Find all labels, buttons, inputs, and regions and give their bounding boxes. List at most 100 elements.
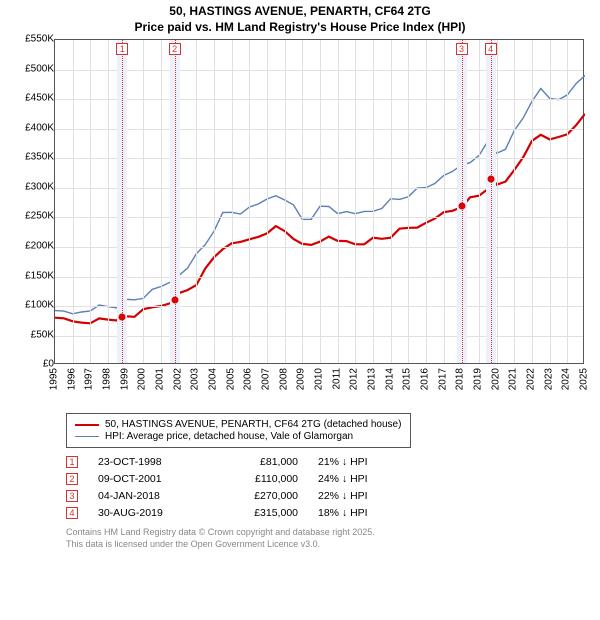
sales-row: 2 09-OCT-2001 £110,000 24% ↓ HPI xyxy=(66,473,590,485)
x-tick-label: 2014 xyxy=(384,368,395,390)
sale-diff: 22% ↓ HPI xyxy=(318,490,398,502)
sale-price: £110,000 xyxy=(223,473,298,485)
sale-dot xyxy=(171,297,178,304)
sale-marker-line xyxy=(491,40,492,363)
sale-price: £315,000 xyxy=(223,507,298,519)
x-tick-label: 2015 xyxy=(402,368,413,390)
sale-index-badge: 4 xyxy=(66,507,78,519)
y-tick-label: £450K xyxy=(25,93,54,104)
sale-badge: 4 xyxy=(485,43,497,55)
y-tick-label: £200K xyxy=(25,241,54,252)
y-tick-label: £300K xyxy=(25,181,54,192)
x-tick-label: 2020 xyxy=(490,368,501,390)
chart: £0£50K£100K£150K£200K£250K£300K£350K£400… xyxy=(10,39,590,409)
grid-line-v xyxy=(285,40,286,363)
x-tick-label: 2016 xyxy=(420,368,431,390)
grid-line-v xyxy=(196,40,197,363)
sales-row: 430-AUG-2019£315,00018% ↓ HPI xyxy=(66,507,590,519)
grid-line-v xyxy=(532,40,533,363)
grid-line-h xyxy=(55,129,583,130)
grid-line-v xyxy=(338,40,339,363)
sale-diff: 24% ↓ HPI xyxy=(318,473,398,485)
x-tick-label: 2008 xyxy=(278,368,289,390)
sale-marker-line xyxy=(175,40,176,363)
x-tick-label: 2025 xyxy=(579,368,590,390)
y-tick-label: £350K xyxy=(25,152,54,163)
x-tick-label: 2018 xyxy=(455,368,466,390)
sale-price: £270,000 xyxy=(223,490,298,502)
sale-diff: 18% ↓ HPI xyxy=(318,507,398,519)
grid-line-v xyxy=(497,40,498,363)
x-tick-label: 2003 xyxy=(190,368,201,390)
legend-label: 50, HASTINGS AVENUE, PENARTH, CF64 2TG (… xyxy=(105,419,401,430)
grid-line-v xyxy=(391,40,392,363)
grid-line-v xyxy=(143,40,144,363)
sale-price: £81,000 xyxy=(223,456,298,468)
sale-badge: 1 xyxy=(116,43,128,55)
grid-line-v xyxy=(302,40,303,363)
x-tick-label: 2002 xyxy=(172,368,183,390)
sale-date: 23-OCT-1998 xyxy=(98,456,203,468)
y-tick-label: £150K xyxy=(25,270,54,281)
sale-date: 04-JAN-2018 xyxy=(98,490,203,502)
grid-line-h xyxy=(55,277,583,278)
x-tick-label: 2023 xyxy=(543,368,554,390)
grid-line-h xyxy=(55,188,583,189)
grid-line-v xyxy=(514,40,515,363)
sales-table: 123-OCT-1998£81,00021% ↓ HPI209-OCT-2001… xyxy=(66,456,590,519)
y-tick-label: £50K xyxy=(31,329,54,340)
grid-line-v xyxy=(249,40,250,363)
x-tick-label: 2005 xyxy=(225,368,236,390)
footer-text: Contains HM Land Registry data © Crown c… xyxy=(66,527,590,550)
sale-index-badge: 3 xyxy=(66,490,78,502)
sale-index-badge: 2 xyxy=(66,473,78,485)
sale-diff: 21% ↓ HPI xyxy=(318,456,398,468)
x-axis: 1995199619971998199920002001200220032004… xyxy=(54,364,584,409)
x-tick-label: 1997 xyxy=(84,368,95,390)
grid-line-v xyxy=(161,40,162,363)
grid-line-v xyxy=(267,40,268,363)
grid-line-v xyxy=(320,40,321,363)
grid-line-v xyxy=(444,40,445,363)
legend-row: 50, HASTINGS AVENUE, PENARTH, CF64 2TG (… xyxy=(75,419,402,430)
grid-line-h xyxy=(55,217,583,218)
x-tick-label: 2001 xyxy=(155,368,166,390)
grid-line-h xyxy=(55,306,583,307)
title-line-1: 50, HASTINGS AVENUE, PENARTH, CF64 2TG xyxy=(10,4,590,20)
x-tick-label: 2024 xyxy=(561,368,572,390)
grid-line-v xyxy=(373,40,374,363)
y-tick-label: £250K xyxy=(25,211,54,222)
sale-dot xyxy=(119,314,126,321)
x-tick-label: 2007 xyxy=(261,368,272,390)
y-tick-label: £500K xyxy=(25,63,54,74)
x-tick-label: 1996 xyxy=(66,368,77,390)
legend-swatch xyxy=(75,436,99,437)
grid-line-v xyxy=(550,40,551,363)
x-tick-label: 1998 xyxy=(102,368,113,390)
x-tick-label: 2017 xyxy=(437,368,448,390)
x-tick-label: 2021 xyxy=(508,368,519,390)
grid-line-v xyxy=(355,40,356,363)
grid-line-h xyxy=(55,70,583,71)
x-tick-label: 2013 xyxy=(367,368,378,390)
grid-line-v xyxy=(214,40,215,363)
title-line-2: Price paid vs. HM Land Registry's House … xyxy=(10,20,590,36)
sale-dot xyxy=(458,202,465,209)
y-tick-label: £100K xyxy=(25,300,54,311)
plot-area: 1234 xyxy=(54,39,584,364)
x-tick-label: 2006 xyxy=(243,368,254,390)
grid-line-v xyxy=(479,40,480,363)
grid-line-v xyxy=(73,40,74,363)
y-tick-label: £400K xyxy=(25,122,54,133)
grid-line-v xyxy=(90,40,91,363)
grid-line-v xyxy=(232,40,233,363)
legend-label: HPI: Average price, detached house, Vale… xyxy=(105,431,353,442)
sale-badge: 2 xyxy=(169,43,181,55)
sale-date: 09-OCT-2001 xyxy=(98,473,203,485)
sale-dot xyxy=(487,176,494,183)
x-tick-label: 2022 xyxy=(526,368,537,390)
x-tick-label: 2000 xyxy=(137,368,148,390)
grid-line-h xyxy=(55,158,583,159)
sales-row: 3 04-JAN-2018 £270,000 22% ↓ HPI xyxy=(66,490,590,502)
grid-line-v xyxy=(408,40,409,363)
